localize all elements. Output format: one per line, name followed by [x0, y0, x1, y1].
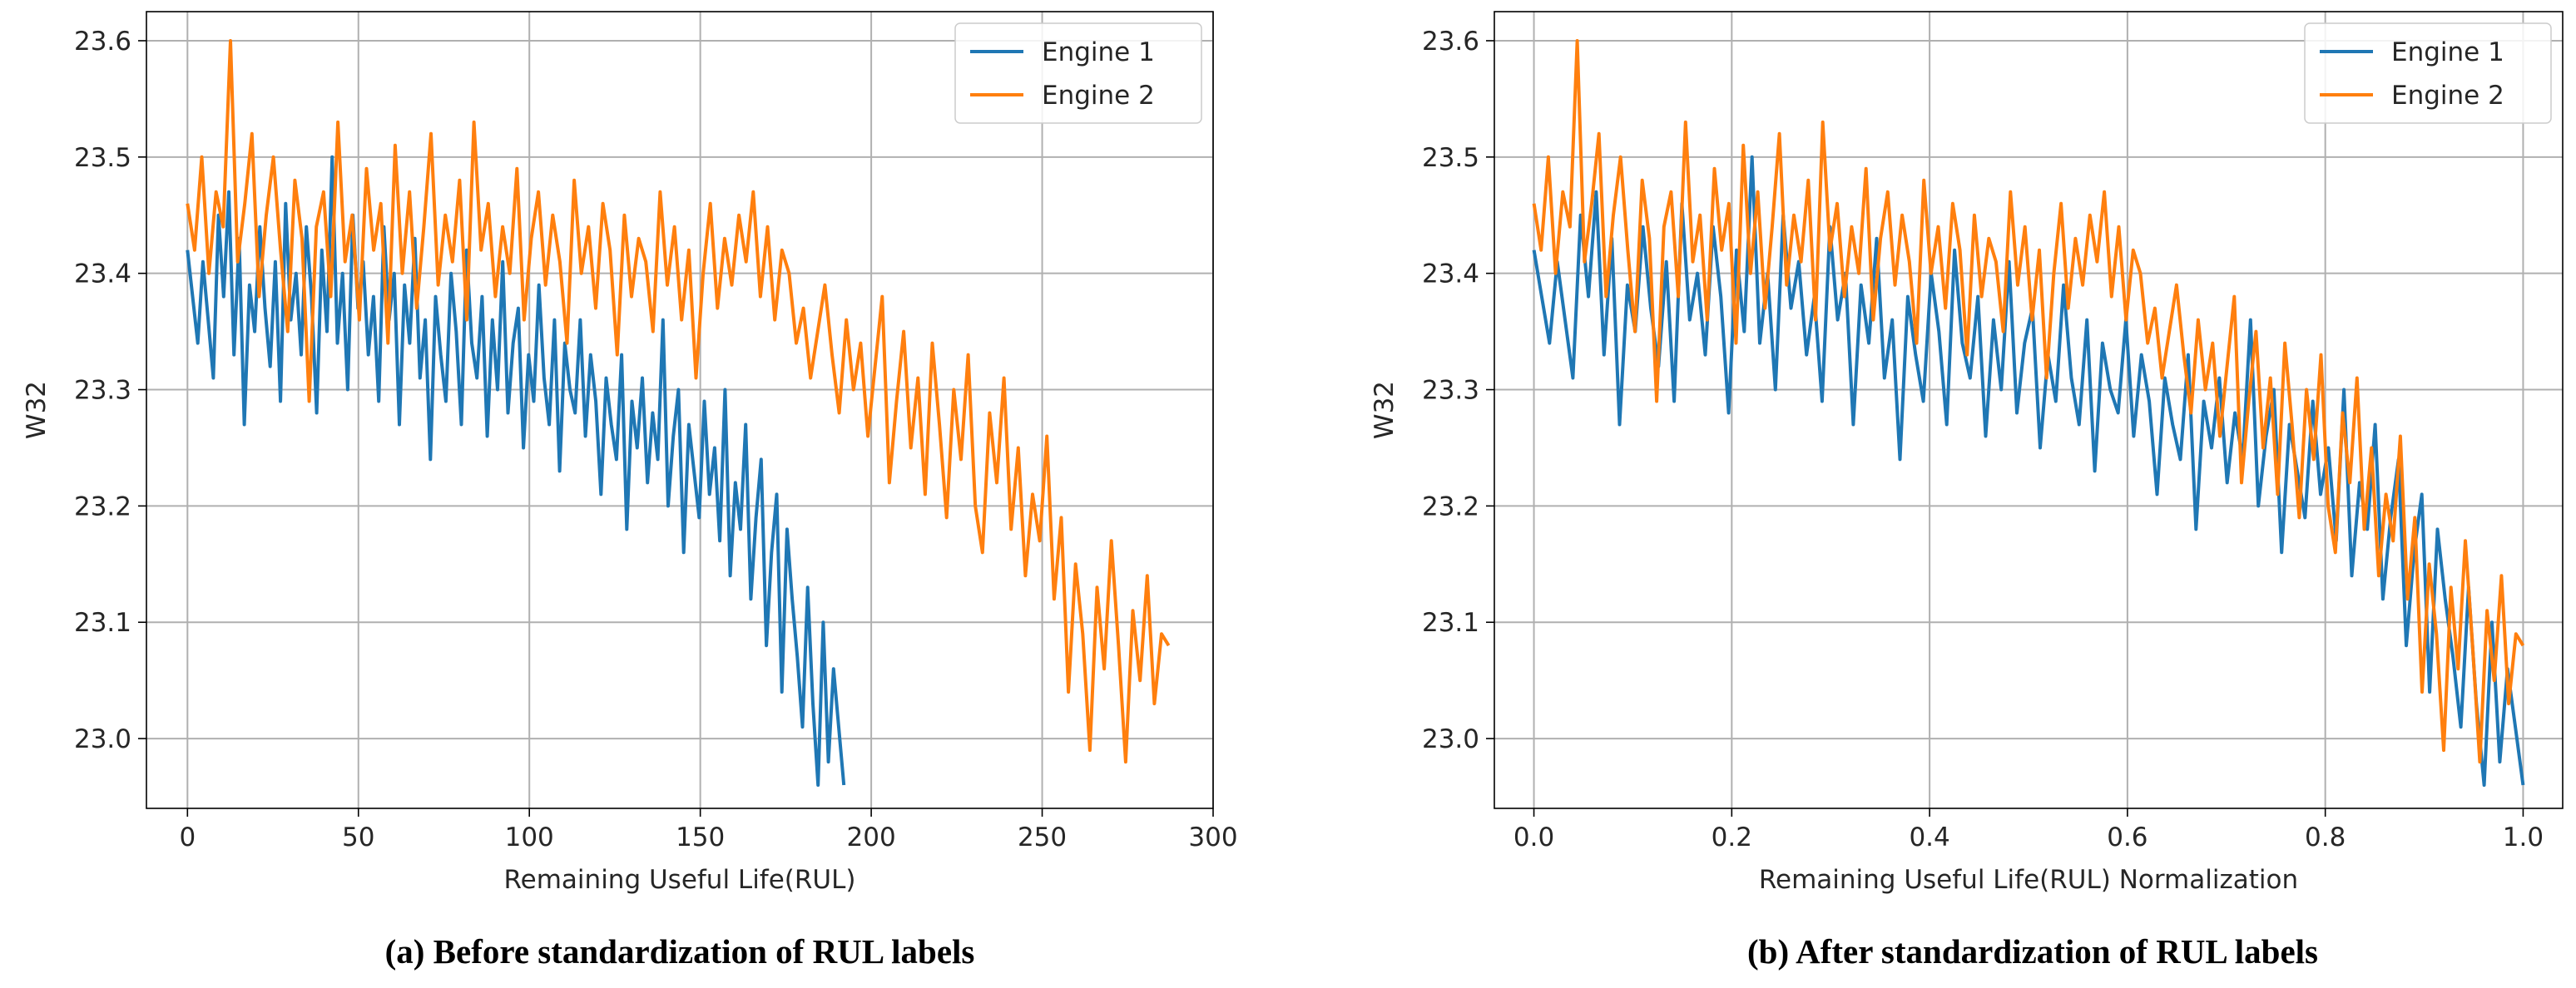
x-tick-label: 0.8	[2305, 823, 2346, 852]
grid-lines	[1494, 12, 2563, 808]
y-ticks: 23.0 23.1 23.2 23.3 23.4 23.5 23.6	[74, 27, 146, 754]
caption-b: (b) After standardization of RUL labels	[1747, 932, 2318, 971]
series-line-engine-1	[1532, 155, 2525, 787]
x-tick-label: 250	[1018, 823, 1067, 852]
legend-box	[2304, 22, 2552, 124]
series-line-engine-2	[1532, 39, 2525, 764]
y-tick-label: 23.6	[74, 27, 131, 57]
chart-panel-a: 0 50 100 150 200 250 300 23.023.123.223.323.42…	[22, 11, 1238, 971]
y-tick-label: 23.0	[74, 724, 131, 754]
y-axis-label: W32	[1370, 381, 1399, 439]
y-tick-label: 23.5	[1422, 143, 1479, 173]
x-tick-label: 50	[342, 823, 374, 852]
y-tick-label: 23.3	[74, 376, 131, 406]
y-tick-label: 23.4	[74, 259, 131, 289]
x-tick-label: 150	[676, 823, 725, 852]
plot-frame	[146, 11, 1214, 809]
y-tick-label: 23.0	[1422, 724, 1479, 754]
series-line-engine-2	[186, 39, 1171, 764]
x-tick-label: 1.0	[2503, 823, 2544, 852]
x-tick-label: 300	[1188, 823, 1237, 852]
x-ticks: 0 50 100 150 200 250 300	[179, 808, 1238, 852]
y-tick-label: 23.2	[1422, 492, 1479, 521]
y-tick-label: 23.6	[1422, 27, 1479, 57]
y-tick-label: 23.1	[74, 608, 131, 638]
y-ticks: 23.0 23.1 23.2 23.3 23.4 23.5 23.6	[1422, 27, 1494, 754]
y-tick-label: 23.5	[74, 143, 131, 173]
x-tick-label: 200	[847, 823, 896, 852]
legend-label-engine-1: Engine 1	[1042, 37, 1155, 67]
y-tick-label: 23.2	[74, 492, 131, 521]
legend: Engine 1 Engine 2	[954, 22, 1202, 124]
y-tick-label: 23.1	[1422, 608, 1479, 638]
x-ticks: 0.0 0.2 0.4 0.6 0.8 1.0	[1513, 808, 2544, 852]
legend-box	[954, 22, 1202, 124]
plot-frame	[1494, 11, 2564, 809]
legend: Engine 1 Engine 2	[2304, 22, 2552, 124]
y-tick-label: 23.4	[1422, 259, 1479, 289]
x-axis-label: Remaining Useful Life(RUL)	[504, 865, 856, 895]
x-tick-label: 0.6	[2107, 823, 2147, 852]
x-tick-label: 0.4	[1909, 823, 1949, 852]
x-axis-label: Remaining Useful Life(RUL) Normalization	[1759, 865, 2298, 895]
y-tick-label: 23.3	[1422, 376, 1479, 406]
x-tick-label: 0.2	[1712, 823, 1752, 852]
x-tick-label: 0	[179, 823, 196, 852]
y-axis-label: W32	[22, 381, 52, 439]
x-tick-label: 100	[505, 823, 554, 852]
series-lines	[186, 39, 1171, 787]
legend-label-engine-2: Engine 2	[2391, 81, 2504, 111]
caption-a: (a) Before standardization of RUL labels	[385, 932, 975, 971]
series-line-engine-1	[186, 155, 846, 787]
legend-label-engine-2: Engine 2	[1042, 81, 1155, 111]
series-lines	[1532, 39, 2525, 787]
legend-label-engine-1: Engine 1	[2391, 37, 2504, 67]
chart-panel-b: 0.0 0.2 0.4 0.6 0.8 1.0 23.023.123.223.323.42…	[1370, 11, 2564, 971]
x-tick-label: 0.0	[1513, 823, 1554, 852]
